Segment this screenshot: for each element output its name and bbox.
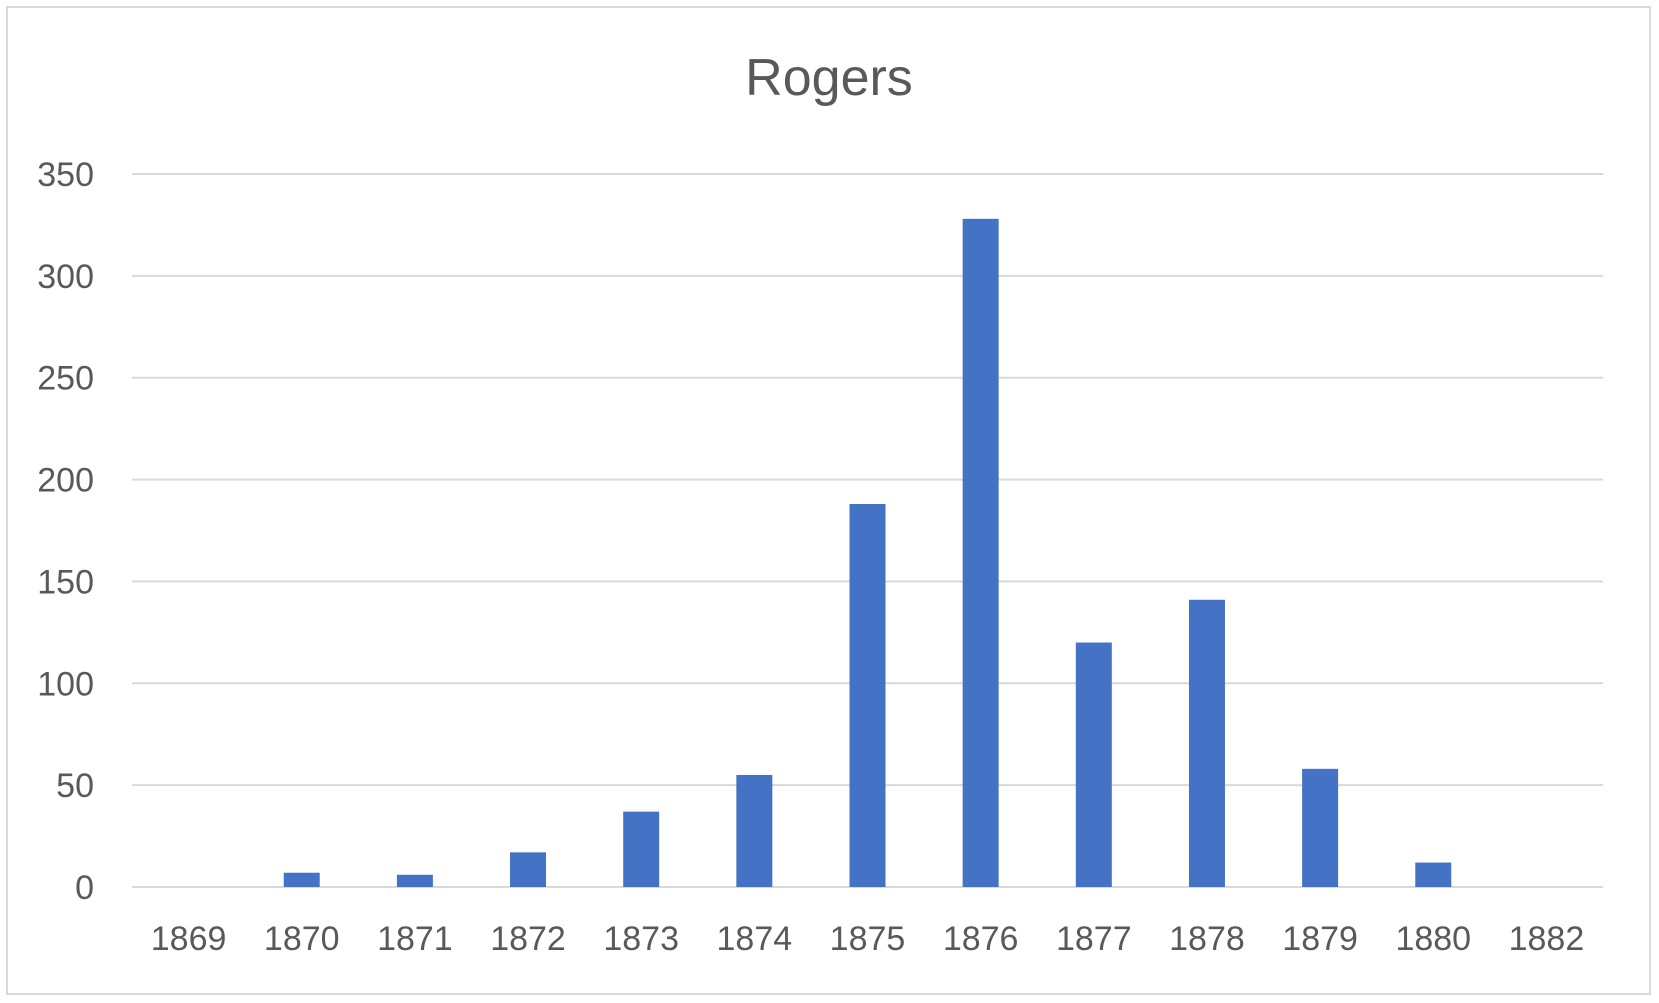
x-tick-label: 1880 xyxy=(1395,920,1471,958)
y-tick-label: 150 xyxy=(37,563,94,601)
x-tick-label: 1869 xyxy=(151,920,227,958)
x-tick-label: 1875 xyxy=(830,920,906,958)
x-tick-label: 1872 xyxy=(490,920,566,958)
x-tick-label: 1876 xyxy=(943,920,1019,958)
y-tick-label: 250 xyxy=(37,360,94,398)
bar-1873 xyxy=(623,811,660,887)
bar-1872 xyxy=(510,852,547,887)
chart-frame xyxy=(6,6,1651,995)
gridlines xyxy=(132,173,1603,888)
bar-1878 xyxy=(1188,599,1225,887)
x-tick-label: 1877 xyxy=(1056,920,1132,958)
bar-1874 xyxy=(736,774,773,887)
bar-1876 xyxy=(962,218,999,887)
bar-1871 xyxy=(396,874,433,887)
x-tick-label: 1870 xyxy=(264,920,340,958)
x-tick-label: 1874 xyxy=(717,920,793,958)
x-tick-label: 1882 xyxy=(1509,920,1585,958)
x-tick-label: 1871 xyxy=(377,920,453,958)
y-tick-label: 200 xyxy=(37,462,94,500)
y-tick-label: 300 xyxy=(37,258,94,296)
x-axis-tick-labels: 1869 1870 1871 1872 1873 1874 1875 1876 1877 1878… xyxy=(151,920,1584,958)
y-tick-label: 50 xyxy=(56,767,94,805)
y-tick-label: 0 xyxy=(75,869,94,907)
y-tick-label: 350 xyxy=(37,156,94,194)
bars xyxy=(283,218,1452,887)
bar-1870 xyxy=(283,872,320,887)
chart-title: Rogers xyxy=(745,49,913,107)
bar-1877 xyxy=(1075,642,1112,887)
y-axis-tick-labels: 0 50 100 150 200 250 300 350 xyxy=(37,156,94,907)
x-tick-label: 1873 xyxy=(603,920,679,958)
bar-1879 xyxy=(1302,768,1339,887)
x-tick-label: 1879 xyxy=(1282,920,1358,958)
y-tick-label: 100 xyxy=(37,665,94,703)
x-tick-label: 1878 xyxy=(1169,920,1245,958)
bar-1880 xyxy=(1415,862,1452,887)
bar-1875 xyxy=(849,504,886,887)
